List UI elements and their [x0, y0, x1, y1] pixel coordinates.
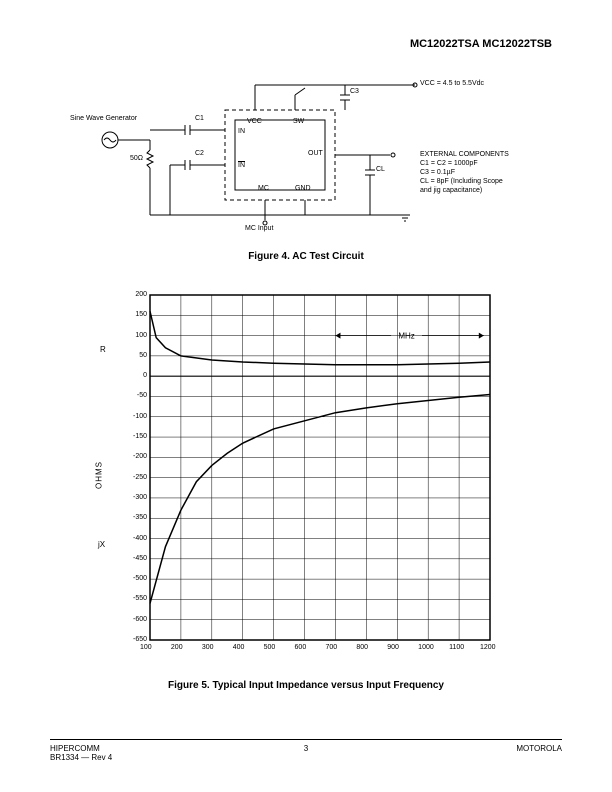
y-tick-label: -150 [133, 433, 147, 440]
c2-label: C2 [195, 150, 204, 157]
footer-page-number: 3 [304, 744, 308, 753]
sine-wave-generator-label: Sine Wave Generator [70, 115, 137, 122]
x-tick-label: 500 [264, 644, 276, 651]
jx-series-label: jX [98, 540, 105, 549]
footer-left1: HIPERCOMM [50, 744, 112, 753]
pin-in-bar: IN [238, 162, 245, 169]
r-series-label: R [100, 345, 106, 354]
y-tick-label: -300 [133, 494, 147, 501]
x-tick-label: 1200 [480, 644, 496, 651]
x-tick-label: 300 [202, 644, 214, 651]
x-tick-label: 400 [233, 644, 245, 651]
footer-right: MOTOROLA [516, 744, 562, 762]
figure5-caption: Figure 5. Typical Input Impedance versus… [0, 680, 612, 691]
x-tick-label: 200 [171, 644, 183, 651]
y-tick-label: -250 [133, 474, 147, 481]
pin-gnd: GND [295, 185, 311, 192]
y-tick-label: -200 [133, 453, 147, 460]
c3-label: C3 [350, 88, 359, 95]
pin-mc: MC [258, 185, 269, 192]
y-tick-label: 50 [139, 352, 147, 359]
y-tick-label: 200 [135, 291, 147, 298]
ext-comp-line3: CL = 8pF (Including Scope [420, 177, 509, 186]
x-tick-label: 1000 [418, 644, 434, 651]
ext-comp-line1: C1 = C2 = 1000pF [420, 159, 509, 168]
pin-sw: SW [293, 118, 304, 125]
y-tick-label: -600 [133, 616, 147, 623]
y-tick-label: -50 [137, 392, 147, 399]
y-axis-label: OHMS [95, 461, 104, 489]
input-impedance-chart: MHz OHMS R jX -650-600-550-500-450-400-3… [120, 290, 500, 660]
y-tick-label: 150 [135, 311, 147, 318]
external-components-block: EXTERNAL COMPONENTS C1 = C2 = 1000pF C3 … [420, 150, 509, 195]
ac-test-circuit-figure: Sine Wave Generator 50Ω C1 C2 C3 CL VCC … [50, 70, 562, 240]
vcc-range-label: VCC = 4.5 to 5.5Vdc [420, 80, 484, 87]
ext-comp-line2: C3 = 0.1µF [420, 168, 509, 177]
footer-left2: BR1334 — Rev 4 [50, 753, 112, 762]
figure4-caption: Figure 4. AC Test Circuit [0, 251, 612, 262]
pin-out: OUT [308, 150, 323, 157]
y-tick-label: 0 [143, 372, 147, 379]
pin-in: IN [238, 128, 245, 135]
ext-comp-title: EXTERNAL COMPONENTS [420, 150, 509, 159]
y-tick-label: -500 [133, 575, 147, 582]
y-tick-label: -350 [133, 514, 147, 521]
y-tick-label: -550 [133, 595, 147, 602]
y-tick-label: -450 [133, 555, 147, 562]
x-tick-label: 900 [387, 644, 399, 651]
y-tick-label: -100 [133, 413, 147, 420]
y-tick-label: 100 [135, 332, 147, 339]
x-tick-label: 700 [325, 644, 337, 651]
y-tick-label: -650 [133, 636, 147, 643]
cl-label: CL [376, 166, 385, 173]
x-tick-label: 1100 [449, 644, 464, 651]
pin-vcc: VCC [247, 118, 262, 125]
svg-text:MHz: MHz [398, 332, 414, 341]
c1-label: C1 [195, 115, 204, 122]
y-tick-label: -400 [133, 535, 147, 542]
page-footer: HIPERCOMM BR1334 — Rev 4 3 MOTOROLA [50, 739, 562, 762]
mc-input-label: MC Input [245, 225, 273, 232]
ext-comp-line4: and jig capacitance) [420, 186, 509, 195]
x-tick-label: 800 [356, 644, 368, 651]
x-tick-label: 100 [140, 644, 152, 651]
r50-label: 50Ω [130, 155, 143, 162]
part-number-header: MC12022TSA MC12022TSB [410, 38, 552, 50]
x-tick-label: 600 [295, 644, 307, 651]
